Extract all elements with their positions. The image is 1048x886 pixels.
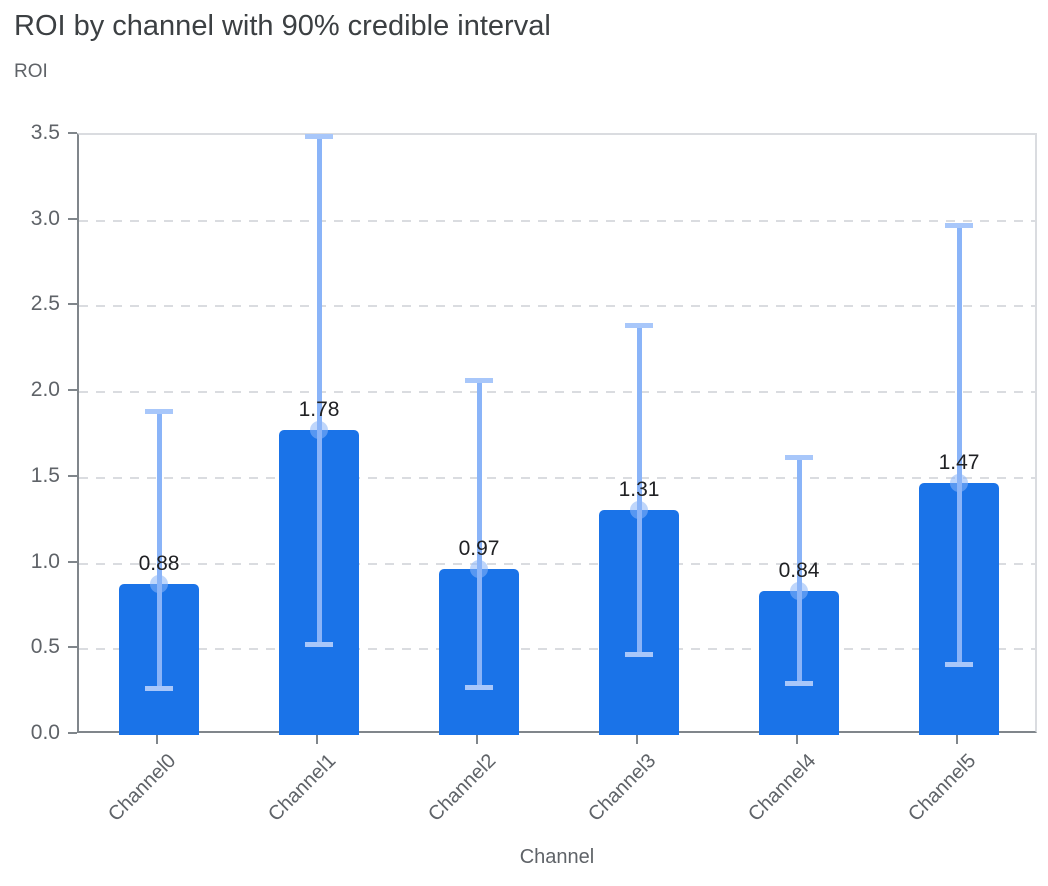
- error-bar-channel2: [476, 380, 482, 687]
- y-tick-label: 0.5: [30, 635, 60, 659]
- bar-value-label-channel5: 1.47: [938, 451, 980, 474]
- error-cap-top-channel4: [785, 454, 813, 460]
- x-tick-mark-channel5: [956, 735, 958, 744]
- error-dot-channel4: [790, 582, 808, 600]
- y-tick-mark-1.5: [68, 474, 77, 477]
- chart-title: ROI by channel with 90% credible interva…: [14, 10, 551, 42]
- error-bar-channel4: [796, 457, 802, 684]
- x-tick-label-channel5: Channel5: [904, 749, 981, 826]
- error-cap-top-channel1: [305, 134, 333, 140]
- gridline-3.0: [79, 219, 1035, 222]
- gridline-2.5: [79, 305, 1035, 308]
- y-tick-mark-1.0: [68, 560, 77, 563]
- y-tick-mark-0.0: [68, 732, 77, 734]
- x-tick-mark-channel2: [476, 735, 478, 744]
- error-cap-bottom-channel3: [625, 651, 653, 657]
- error-bar-channel0: [156, 411, 162, 689]
- error-bar-channel5: [956, 225, 962, 665]
- x-tick-label-channel4: Channel4: [744, 749, 821, 826]
- bar-value-label-channel4: 0.84: [778, 559, 820, 582]
- x-tick-label-channel0: Channel0: [104, 749, 181, 826]
- plot-area: 0.88 1.78 0.97 1.31 0.84 1.47: [77, 133, 1037, 735]
- bar-value-label-channel2: 0.97: [458, 536, 500, 560]
- gridline-1.0: [79, 562, 1035, 565]
- x-tick-mark-channel0: [156, 735, 158, 744]
- error-dot-channel5: [950, 474, 968, 492]
- gridline-0.5: [79, 648, 1035, 651]
- error-cap-bottom-channel5: [945, 662, 973, 668]
- x-tick-label-channel3: Channel3: [584, 749, 661, 826]
- y-tick-label: 3.0: [30, 206, 60, 230]
- error-bar-channel3: [636, 325, 642, 655]
- error-cap-top-channel3: [625, 322, 653, 328]
- error-dot-channel1: [310, 420, 328, 439]
- y-tick-label: 1.0: [30, 549, 60, 573]
- error-dot-channel2: [470, 559, 488, 578]
- x-tick-label-channel1: Channel1: [264, 749, 341, 826]
- y-tick-label: 2.5: [30, 292, 60, 316]
- error-cap-bottom-channel0: [145, 686, 173, 692]
- x-tick-label-channel2: Channel2: [424, 749, 501, 826]
- error-cap-top-channel2: [465, 377, 493, 383]
- y-tick-label: 2.0: [30, 378, 60, 402]
- y-tick-mark-2.5: [68, 303, 77, 306]
- y-tick-label: 1.5: [30, 463, 60, 487]
- error-dot-channel3: [630, 501, 648, 520]
- bar-value-label-channel0: 0.88: [138, 552, 180, 576]
- error-cap-bottom-channel4: [785, 681, 813, 687]
- y-axis: 0.0 0.5 1.0 1.5 2.0 2.5 3.0 3.5: [0, 121, 77, 744]
- x-tick-mark-channel1: [316, 735, 318, 744]
- error-bar-channel1: [316, 136, 322, 645]
- x-axis: Channel Channel0 Channel1 Channel2 Channel3…: [77, 733, 1037, 886]
- error-cap-bottom-channel1: [305, 641, 333, 647]
- gridline-1.5: [79, 476, 1035, 479]
- y-axis-title: ROI: [14, 61, 48, 82]
- y-tick-mark-0.5: [68, 646, 77, 649]
- error-cap-top-channel5: [945, 223, 973, 229]
- y-tick-label: 0.0: [30, 721, 60, 744]
- bar-value-label-channel1: 1.78: [298, 397, 340, 421]
- y-tick-mark-2.0: [68, 389, 77, 392]
- error-cap-top-channel0: [145, 408, 173, 414]
- x-tick-mark-channel3: [636, 735, 638, 744]
- y-tick-label: 3.5: [30, 121, 60, 144]
- error-dot-channel0: [150, 575, 168, 594]
- y-tick-mark-3.0: [68, 217, 77, 220]
- error-cap-bottom-channel2: [465, 684, 493, 690]
- x-tick-mark-channel4: [796, 735, 798, 744]
- gridline-2.0: [79, 391, 1035, 394]
- x-axis-title: Channel: [519, 846, 595, 868]
- y-tick-mark-3.5: [68, 132, 77, 134]
- bar-value-label-channel3: 1.31: [618, 478, 660, 502]
